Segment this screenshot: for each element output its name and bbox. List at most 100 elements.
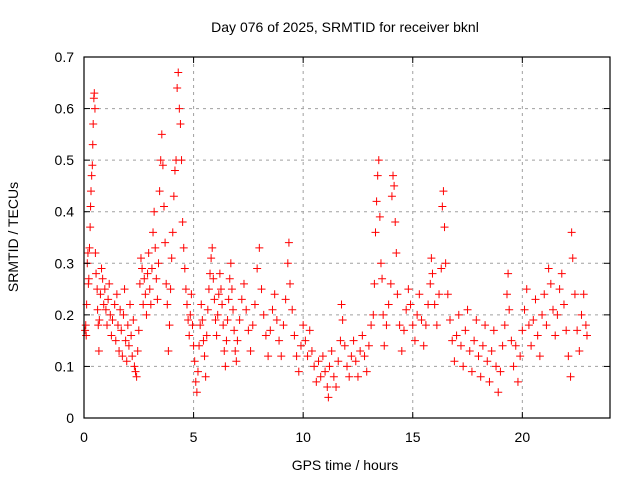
data-point (146, 300, 155, 309)
data-point (566, 372, 575, 381)
data-point (87, 171, 96, 180)
data-point (520, 305, 529, 314)
data-point (253, 264, 262, 273)
data-point (275, 336, 284, 345)
data-point (163, 300, 172, 309)
data-point (353, 372, 362, 381)
data-point (264, 352, 273, 361)
data-point (201, 372, 210, 381)
data-point (184, 316, 193, 325)
data-point (338, 316, 347, 325)
data-point (168, 228, 177, 237)
data-point (100, 285, 109, 294)
data-point (120, 285, 129, 294)
data-point (116, 305, 125, 314)
data-point (450, 357, 459, 366)
data-point (196, 321, 205, 330)
data-point (195, 341, 204, 350)
data-point (99, 300, 108, 309)
data-point (505, 305, 514, 314)
data-point (314, 357, 323, 366)
data-point (237, 295, 246, 304)
data-point (581, 321, 590, 330)
data-point (371, 228, 380, 237)
data-point (119, 310, 128, 319)
data-point (199, 336, 208, 345)
data-point (257, 285, 266, 294)
data-point (518, 326, 527, 335)
data-point (98, 274, 107, 283)
data-point (101, 305, 110, 314)
data-point (487, 346, 496, 355)
data-point (215, 269, 224, 278)
data-point (167, 254, 176, 263)
data-point (362, 367, 371, 376)
data-point (200, 352, 209, 361)
data-point (157, 130, 166, 139)
data-point (349, 336, 358, 345)
data-point (159, 202, 168, 211)
data-point (173, 83, 182, 92)
data-point (527, 341, 536, 350)
data-point (448, 336, 457, 345)
data-point (186, 310, 195, 319)
data-point (81, 326, 90, 335)
data-point (268, 305, 277, 314)
data-point (337, 300, 346, 309)
data-point (227, 285, 236, 294)
data-point (577, 310, 586, 319)
data-point (133, 346, 142, 355)
data-point (279, 321, 288, 330)
data-point (84, 274, 93, 283)
data-point (90, 104, 99, 113)
data-point (374, 156, 383, 165)
data-point (399, 326, 408, 335)
data-point (390, 181, 399, 190)
x-tick-label: 15 (405, 429, 421, 445)
data-point (248, 321, 257, 330)
data-point (104, 295, 113, 304)
data-point (145, 285, 154, 294)
data-point (492, 362, 501, 371)
data-point (573, 326, 582, 335)
data-point (474, 352, 483, 361)
data-point (188, 321, 197, 330)
data-point (564, 352, 573, 361)
data-point (440, 223, 449, 232)
data-point (121, 336, 130, 345)
data-point (395, 321, 404, 330)
data-point (555, 285, 564, 294)
data-point (456, 341, 465, 350)
data-point (378, 274, 387, 283)
data-point (94, 346, 103, 355)
data-point (301, 336, 310, 345)
data-point (183, 300, 192, 309)
data-point (93, 305, 102, 314)
data-point (386, 279, 395, 288)
data-point (225, 274, 234, 283)
y-tick-label: 0.5 (55, 152, 75, 168)
data-point (246, 346, 255, 355)
data-point (210, 295, 219, 304)
data-point (126, 300, 135, 309)
data-points (81, 68, 591, 402)
data-point (575, 346, 584, 355)
data-point (111, 336, 120, 345)
y-tick-label: 0.1 (55, 358, 75, 374)
data-point (375, 212, 384, 221)
data-point (244, 326, 253, 335)
data-point (147, 264, 156, 273)
data-point (292, 352, 301, 361)
data-point (96, 290, 105, 299)
data-point (307, 346, 316, 355)
data-point (281, 295, 290, 304)
data-point (135, 279, 144, 288)
data-point (391, 218, 400, 227)
data-point (415, 290, 424, 299)
data-point (324, 393, 333, 402)
data-point (250, 300, 259, 309)
data-point (136, 254, 145, 263)
data-point (112, 290, 121, 299)
data-point (470, 336, 479, 345)
